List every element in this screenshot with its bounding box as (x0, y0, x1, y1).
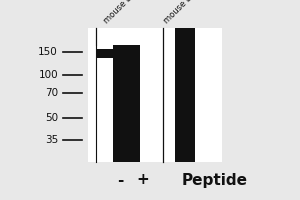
Bar (113, 45, 140, 162)
Text: 70: 70 (45, 88, 58, 98)
Text: 35: 35 (45, 135, 58, 145)
Text: 50: 50 (45, 113, 58, 123)
Text: Peptide: Peptide (182, 172, 248, 188)
Bar (88, 28, 222, 162)
Text: mouse brain: mouse brain (162, 0, 205, 25)
Bar (96, 49, 113, 58)
Text: -: - (117, 172, 123, 188)
Text: +: + (136, 172, 149, 188)
Text: 150: 150 (38, 47, 58, 57)
Bar (175, 28, 195, 162)
Text: mouse brain: mouse brain (102, 0, 145, 25)
Text: 100: 100 (38, 70, 58, 80)
